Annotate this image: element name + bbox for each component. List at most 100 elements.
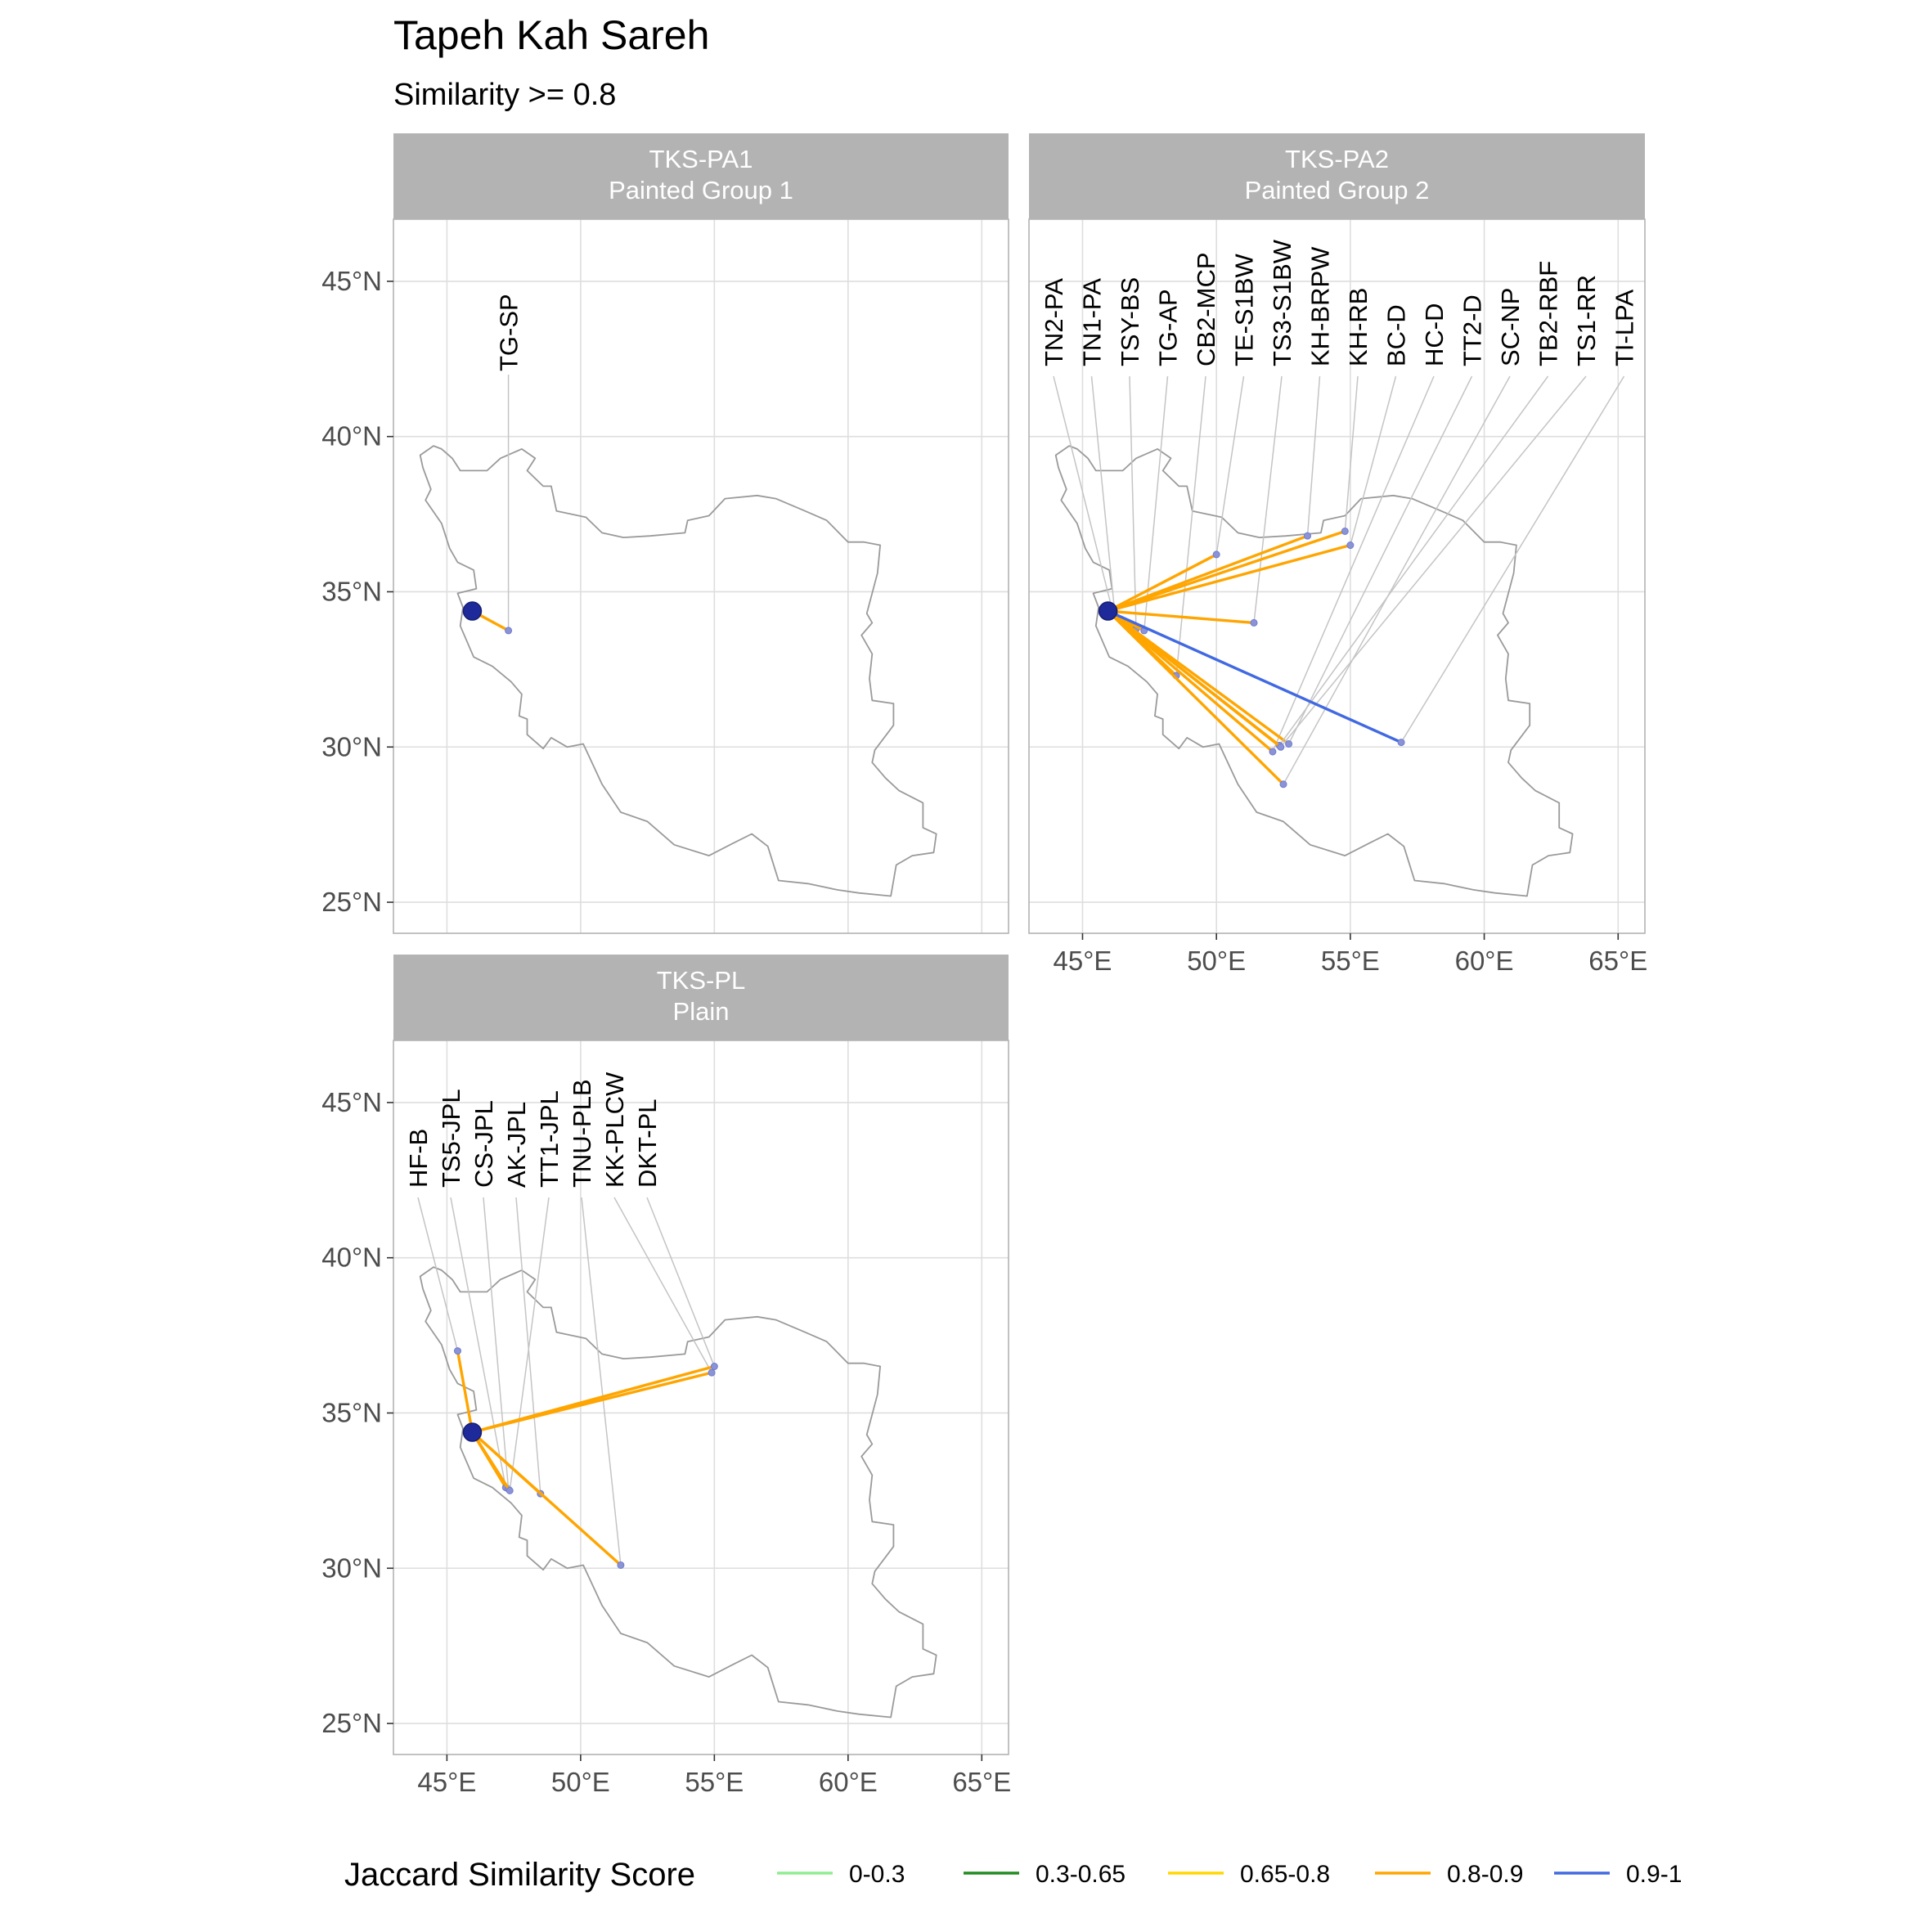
panel-border	[393, 1040, 1009, 1755]
site-point	[505, 1486, 514, 1494]
facet-strip-id: TKS-PA2	[1285, 145, 1389, 173]
site-label: DKT-PL	[633, 1099, 662, 1188]
panel-border	[1028, 218, 1646, 934]
site-point	[1212, 550, 1220, 559]
y-tick-label: 40°N	[321, 1242, 382, 1273]
grid-lines	[393, 1040, 1009, 1755]
site-point	[1277, 743, 1285, 751]
label-leader-line	[1272, 375, 1435, 753]
site-point	[710, 1363, 718, 1371]
iran-outline	[419, 1266, 937, 1719]
label-leader-line	[515, 1197, 541, 1494]
legend-label: 0.8-0.9	[1447, 1861, 1523, 1888]
label-leader-line	[1400, 375, 1625, 743]
site-label: TE-S1BW	[1230, 253, 1259, 366]
legend-item: 0.3-0.65	[964, 1861, 1126, 1888]
label-leader-line	[1350, 375, 1397, 546]
label-leader-line	[581, 1197, 622, 1566]
label-leader-line	[1090, 375, 1116, 613]
site-label: SC-NP	[1496, 288, 1525, 366]
site-label: KH-RB	[1344, 288, 1373, 366]
x-tick-label: 50°E	[1187, 946, 1246, 976]
label-leader-line	[1215, 375, 1245, 555]
site-point	[1397, 739, 1405, 747]
panel-background	[393, 219, 1009, 933]
site-label: TT2-D	[1458, 294, 1487, 366]
site-label: TN2-PA	[1040, 278, 1068, 366]
similarity-link	[1106, 609, 1403, 744]
legend-label: 0.65-0.8	[1240, 1861, 1330, 1888]
site-label: TI-LPA	[1611, 290, 1639, 366]
label-leader-line	[1143, 375, 1169, 631]
y-tick-label: 25°N	[321, 1708, 382, 1738]
legend-label: 0-0.3	[849, 1861, 905, 1888]
label-leader-line	[646, 1197, 716, 1367]
site-label: TS5-JPL	[437, 1089, 465, 1188]
label-leader-line	[1175, 375, 1206, 676]
site-label: AK-JPL	[502, 1102, 531, 1188]
similarity-link	[456, 1349, 474, 1434]
site-point	[617, 1561, 625, 1569]
site-point	[1341, 527, 1349, 535]
legend-label: 0.3-0.65	[1036, 1861, 1126, 1888]
site-point	[453, 1347, 461, 1355]
site-label: CS-JPL	[470, 1100, 498, 1188]
facet-strip: TKS-PA1 Painted Group 1	[393, 133, 1009, 219]
site-label: HC-D	[1420, 303, 1449, 367]
plot-title: Tapeh Kah Sareh	[393, 12, 709, 58]
site-point	[1250, 618, 1258, 627]
similarity-link	[470, 1431, 622, 1567]
iran-outline	[1054, 445, 1574, 897]
similarity-link	[1106, 553, 1218, 613]
label-leader-line	[1253, 375, 1283, 623]
iran-outline	[419, 445, 937, 897]
label-leader-line	[613, 1197, 712, 1373]
site-point	[1346, 541, 1355, 550]
similarity-link	[1106, 543, 1352, 613]
facet-strip-id: TKS-PA1	[649, 145, 753, 173]
x-tick-label: 45°E	[1054, 946, 1112, 976]
label-leader-line	[1283, 375, 1511, 785]
legend-item: 0.8-0.9	[1375, 1861, 1523, 1888]
label-leader-line	[1280, 375, 1587, 748]
origin-site-marker	[1098, 601, 1118, 621]
similarity-link	[1106, 609, 1256, 625]
facet-strip-background	[393, 133, 1009, 219]
x-tick-label: 55°E	[1321, 946, 1380, 976]
panel-background	[393, 1040, 1009, 1755]
site-label: HF-B	[404, 1129, 433, 1188]
site-point	[1285, 739, 1293, 748]
origin-site-marker	[462, 601, 483, 621]
site-point	[1303, 532, 1311, 540]
x-tick-label: 65°E	[952, 1767, 1011, 1797]
label-leader-line	[509, 1197, 550, 1491]
label-leader-line	[1287, 375, 1473, 744]
label-leader-line	[483, 1197, 510, 1489]
similarity-link	[470, 1364, 717, 1434]
site-label: TB2-RBF	[1534, 261, 1563, 366]
site-label: TNU-PLB	[568, 1079, 596, 1188]
panel-background	[1029, 219, 1645, 933]
facet-strip-id: TKS-PL	[657, 966, 746, 995]
label-leader-line	[1129, 375, 1137, 630]
y-tick-label: 30°N	[321, 1552, 382, 1583]
x-tick-label: 45°E	[417, 1767, 476, 1797]
y-tick-label: 25°N	[321, 887, 382, 917]
label-leader-line	[1344, 375, 1359, 532]
y-tick-label: 30°N	[321, 731, 382, 762]
map-panel: TKS-PA1 Painted Group 1 TG-SP 25°N 30°N 35°N 4…	[321, 133, 1009, 934]
site-label: TSY-BS	[1116, 277, 1144, 366]
similarity-link	[1106, 609, 1283, 748]
site-label: TT1-JPL	[535, 1090, 564, 1188]
label-leader-line	[1053, 375, 1113, 609]
site-point	[505, 627, 513, 635]
facet-strip-name: Painted Group 2	[1245, 176, 1430, 204]
site-label: BC-D	[1382, 304, 1411, 366]
label-leader-line	[1306, 375, 1321, 537]
site-point	[708, 1368, 716, 1377]
label-leader-line	[417, 1197, 459, 1351]
legend-item: 0.9-1	[1554, 1861, 1682, 1888]
y-tick-label: 35°N	[321, 576, 382, 606]
